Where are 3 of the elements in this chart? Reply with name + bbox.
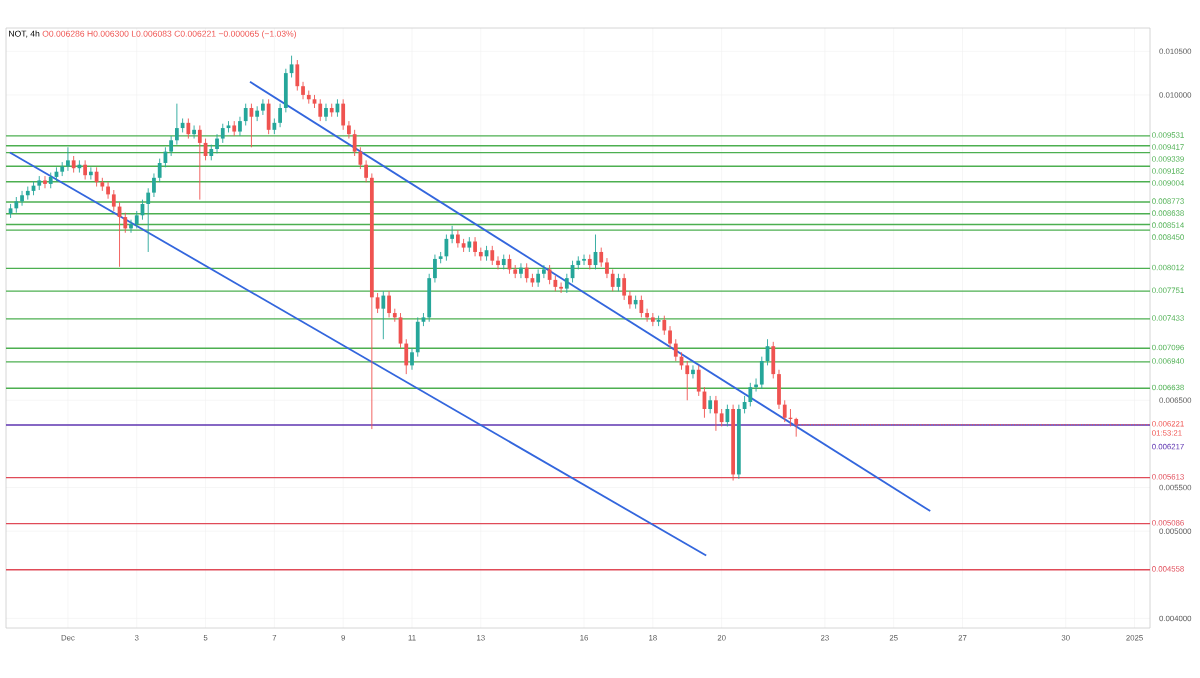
candlestick — [467, 236, 472, 253]
candlestick — [37, 175, 42, 191]
candlestick — [232, 120, 237, 137]
